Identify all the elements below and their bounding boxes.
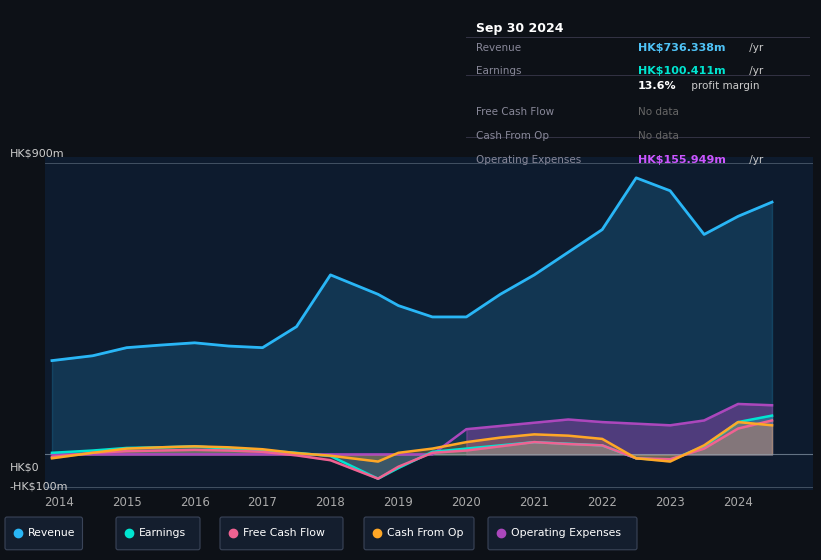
Text: Operating Expenses: Operating Expenses: [476, 155, 581, 165]
Text: HK$155.949m: HK$155.949m: [638, 155, 726, 165]
Text: Earnings: Earnings: [139, 529, 186, 538]
Text: Free Cash Flow: Free Cash Flow: [243, 529, 325, 538]
Text: HK$100.411m: HK$100.411m: [638, 66, 726, 76]
Text: profit margin: profit margin: [688, 81, 759, 91]
Text: Revenue: Revenue: [476, 43, 521, 53]
Text: Free Cash Flow: Free Cash Flow: [476, 108, 554, 117]
Text: HK$0: HK$0: [10, 463, 39, 473]
Text: No data: No data: [638, 108, 679, 117]
Text: No data: No data: [638, 131, 679, 141]
FancyBboxPatch shape: [488, 517, 637, 550]
Text: /yr: /yr: [745, 66, 763, 76]
FancyBboxPatch shape: [116, 517, 200, 550]
Text: /yr: /yr: [745, 43, 763, 53]
Text: -HK$100m: -HK$100m: [10, 482, 68, 492]
Text: HK$900m: HK$900m: [10, 149, 65, 159]
FancyBboxPatch shape: [5, 517, 82, 550]
Text: Sep 30 2024: Sep 30 2024: [476, 22, 563, 35]
Text: Operating Expenses: Operating Expenses: [511, 529, 621, 538]
FancyBboxPatch shape: [220, 517, 343, 550]
Text: Revenue: Revenue: [28, 529, 76, 538]
Text: Earnings: Earnings: [476, 66, 521, 76]
FancyBboxPatch shape: [364, 517, 474, 550]
Text: 13.6%: 13.6%: [638, 81, 677, 91]
Text: Cash From Op: Cash From Op: [476, 131, 549, 141]
Text: /yr: /yr: [745, 155, 763, 165]
Text: HK$736.338m: HK$736.338m: [638, 43, 726, 53]
Text: Cash From Op: Cash From Op: [387, 529, 464, 538]
